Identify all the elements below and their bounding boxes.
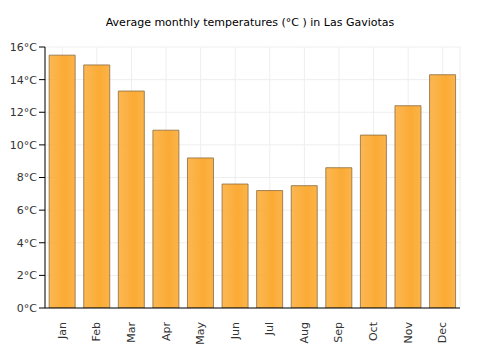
- svg-text:14°C: 14°C: [10, 74, 37, 87]
- svg-text:2°C: 2°C: [17, 269, 37, 282]
- svg-text:Oct: Oct: [367, 321, 380, 341]
- svg-text:12°C: 12°C: [10, 106, 37, 119]
- svg-text:Jun: Jun: [229, 322, 242, 340]
- svg-text:8°C: 8°C: [17, 171, 37, 184]
- svg-text:6°C: 6°C: [17, 204, 37, 217]
- svg-text:Feb: Feb: [90, 322, 103, 341]
- svg-text:4°C: 4°C: [17, 237, 37, 250]
- svg-text:Nov: Nov: [402, 322, 415, 344]
- svg-text:Jan: Jan: [56, 322, 69, 340]
- svg-text:0°C: 0°C: [17, 302, 37, 315]
- svg-text:Sep: Sep: [332, 322, 345, 343]
- svg-text:Dec: Dec: [436, 322, 449, 343]
- html-text:Average monthly temperatures (: Average monthly temperatures (°C ) in La…: [105, 16, 395, 29]
- svg-text:16°C: 16°C: [10, 41, 37, 54]
- svg-text:May: May: [194, 322, 207, 345]
- svg-text:10°C: 10°C: [10, 139, 37, 152]
- svg-text:Mar: Mar: [125, 322, 138, 343]
- svg-text:Jul: Jul: [263, 322, 276, 336]
- svg-text:Apr: Apr: [160, 322, 173, 342]
- svg-text:Aug: Aug: [298, 322, 311, 343]
